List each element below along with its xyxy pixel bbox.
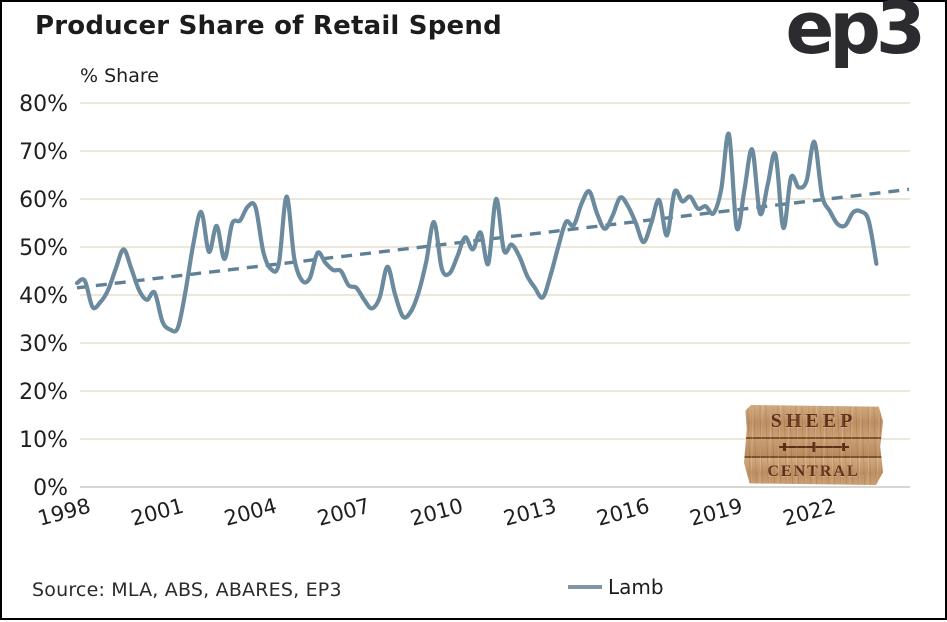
y-axis-title: % Share: [80, 65, 159, 87]
x-tick-label: 2001: [128, 494, 186, 531]
ep3-logo: ep3: [785, 0, 926, 70]
legend: Lamb: [568, 575, 664, 599]
source-note: Source: MLA, ABS, ABARES, EP3: [32, 579, 342, 601]
y-tick-label: 50%: [19, 236, 68, 261]
y-tick-label: 70%: [19, 140, 68, 165]
x-tick-label: 2007: [315, 494, 373, 531]
y-tick-label: 60%: [19, 188, 68, 213]
sheepcentral-logo: SHEEP CENTRAL: [744, 405, 883, 485]
y-tick-label: 30%: [19, 332, 68, 357]
x-tick-label: 2010: [408, 494, 466, 531]
x-tick-label: 2004: [222, 494, 280, 531]
fence-icon: [778, 442, 849, 453]
logo-text-sheep: SHEEP: [770, 409, 857, 432]
logo-text-central: CENTRAL: [767, 462, 860, 480]
logo-plank: CENTRAL: [744, 458, 883, 485]
x-tick-label: 2022: [780, 494, 838, 531]
logo-plank: [744, 438, 883, 459]
logo-plank: SHEEP: [744, 405, 883, 439]
x-tick-label: 2019: [687, 494, 745, 531]
y-tick-label: 40%: [19, 284, 68, 309]
legend-label: Lamb: [608, 575, 664, 599]
legend-line-swatch: [568, 585, 602, 589]
y-tick-label: 0%: [33, 476, 68, 501]
y-tick-label: 10%: [19, 428, 68, 453]
y-tick-label: 20%: [19, 380, 68, 405]
x-tick-label: 2013: [501, 494, 559, 531]
x-tick-label: 2016: [594, 494, 652, 531]
y-tick-label: 80%: [19, 92, 68, 117]
page-title: Producer Share of Retail Spend: [35, 11, 502, 41]
series-line-lamb: [74, 131, 879, 334]
